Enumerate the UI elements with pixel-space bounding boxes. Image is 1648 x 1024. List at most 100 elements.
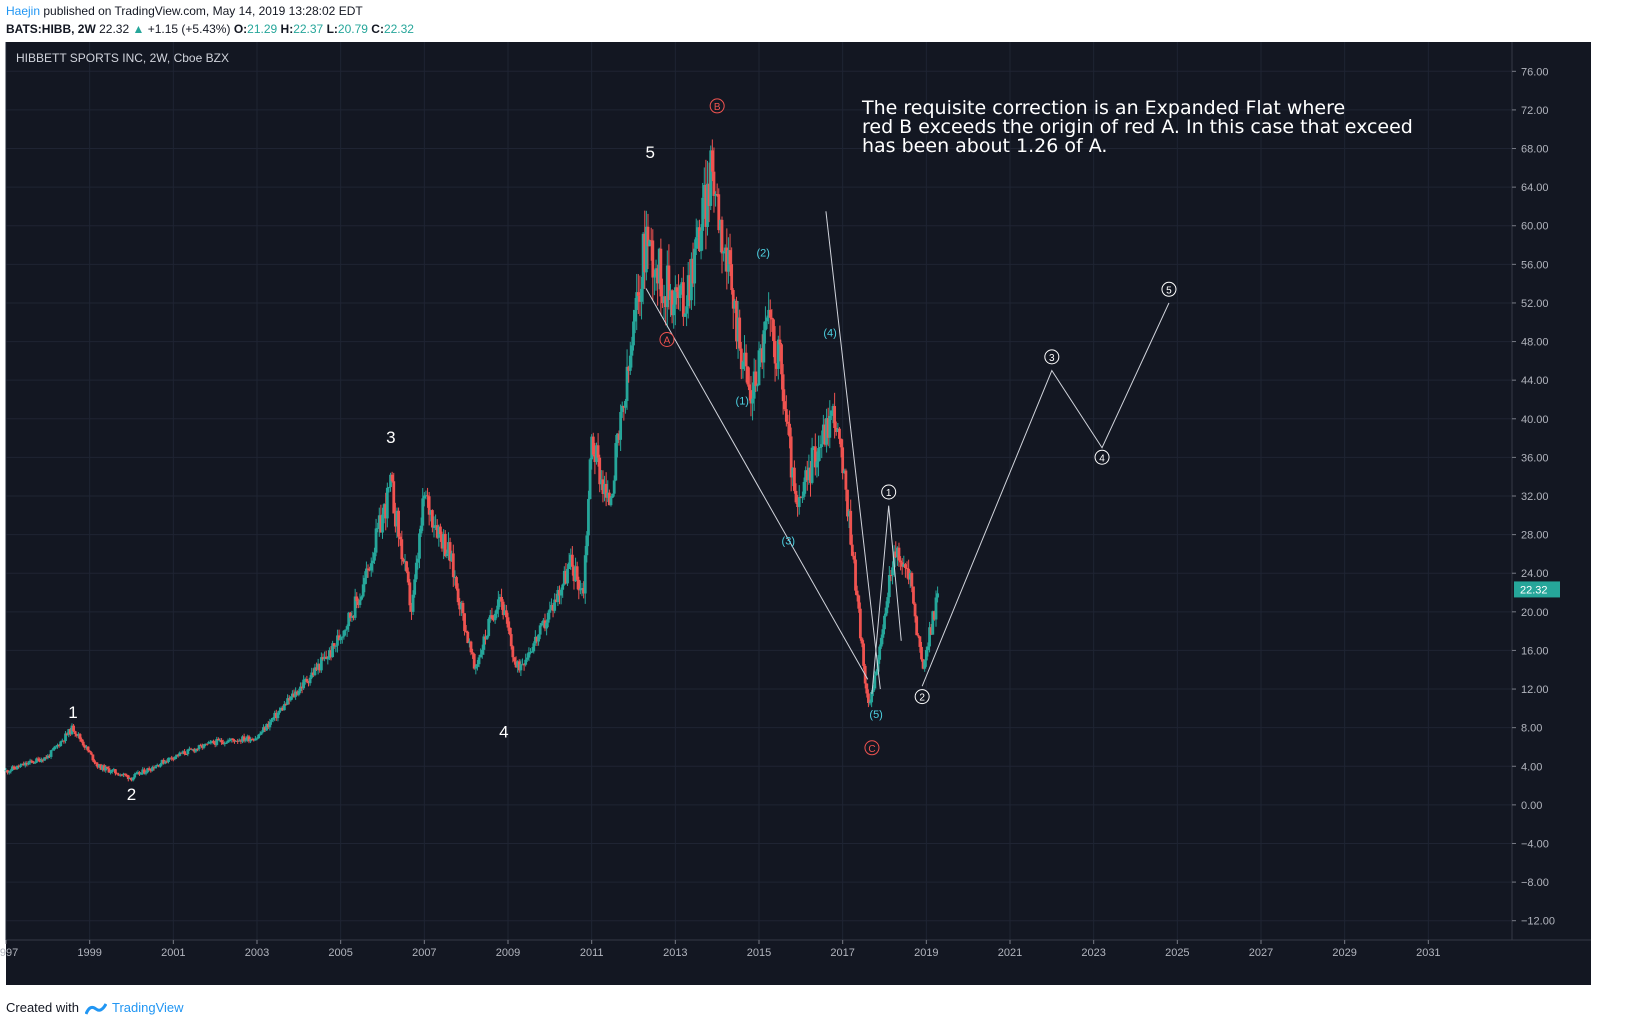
candle-body [764, 321, 767, 331]
candle-body [910, 572, 914, 587]
candle-body [812, 446, 816, 448]
candle-body [39, 759, 43, 762]
candle-body [635, 292, 639, 311]
candle-body [67, 729, 71, 735]
candle-body [414, 562, 418, 580]
tradingview-link[interactable]: TradingView [112, 1000, 184, 1015]
wave-label-circle [1044, 349, 1060, 365]
candle-body [617, 433, 621, 440]
y-tick-label: 4.00 [1521, 761, 1542, 773]
wave-projection-line[interactable] [825, 211, 881, 690]
candle-body [459, 602, 463, 610]
candle-body [208, 741, 212, 743]
candle-body [419, 525, 423, 534]
candle-body [183, 751, 186, 754]
candle-body [241, 736, 244, 742]
candle-body [656, 268, 660, 284]
candle-body [912, 586, 915, 604]
price-axis[interactable] [1512, 42, 1591, 940]
wave-projection-line[interactable] [645, 288, 869, 680]
candle-body [142, 769, 146, 774]
candle-body [271, 717, 275, 720]
candle-body [138, 772, 141, 775]
candle-body [455, 577, 458, 589]
candle-body [445, 553, 449, 557]
candle-body [85, 746, 88, 748]
y-tick-label: 32.00 [1521, 491, 1549, 503]
candle-body [791, 467, 795, 478]
y-tick-label: 28.00 [1521, 530, 1549, 542]
candle-body [511, 646, 515, 658]
candle-body [429, 510, 433, 515]
candle-body [213, 742, 217, 745]
wave-projection-line[interactable] [871, 505, 902, 694]
candle-body [834, 428, 838, 433]
candle-body [554, 599, 558, 602]
candle-body [712, 171, 716, 196]
candle-body [212, 741, 215, 743]
tradingview-logo-icon [84, 1002, 107, 1015]
candle-body [522, 664, 526, 666]
candle-body [775, 363, 779, 369]
candle-body [141, 769, 145, 773]
candle-body [702, 184, 706, 198]
candle-body [229, 738, 233, 740]
candle-body [25, 762, 29, 765]
candle-body [846, 489, 849, 517]
candle-body [541, 620, 545, 624]
candle-body [865, 683, 869, 694]
candle-body [41, 759, 45, 761]
wave-projection-line[interactable] [921, 302, 1170, 687]
candle-body [48, 755, 51, 757]
candle-body [722, 251, 726, 254]
candle-body [855, 590, 859, 596]
candle-body [736, 317, 740, 342]
candle-body [281, 707, 285, 711]
candle-body [767, 309, 771, 318]
candle-body [794, 490, 798, 503]
y-tick-label: 24.00 [1521, 568, 1549, 580]
candle-body [606, 492, 610, 498]
price-chart[interactable]: 1 2 3 4 5 A B C (1) (2) (3) (4) (5) 1 2 3 4 5 76.00 72.00 6… [0, 42, 1648, 990]
candle-body [395, 510, 399, 527]
candle-body [891, 567, 894, 576]
candle-body [123, 773, 127, 775]
candle-body [559, 589, 563, 596]
wave-label: 5 [645, 143, 654, 162]
candle-body [651, 240, 655, 278]
footer: Created with TradingView [6, 1000, 184, 1016]
candle-body [451, 553, 455, 578]
candle-body [809, 467, 812, 483]
low-label: L: [326, 22, 338, 36]
candle-body [430, 510, 434, 528]
x-tick-label: 1999 [77, 947, 101, 959]
candle-body [681, 282, 685, 317]
candle-body [466, 631, 470, 644]
candle-body [263, 727, 267, 731]
plot-area[interactable] [6, 42, 1591, 985]
candle-body [194, 748, 198, 752]
candle-body [788, 423, 791, 437]
candle-body [382, 504, 386, 515]
candle-body [273, 712, 277, 718]
candle-body [12, 766, 16, 769]
candle-body [751, 398, 754, 404]
candle-body [315, 667, 318, 670]
author-link[interactable]: Haejin [6, 4, 41, 18]
candle-body [739, 348, 743, 370]
candle-body [262, 727, 265, 733]
candle-body [826, 417, 830, 438]
y-tick-label: 76.00 [1521, 66, 1549, 78]
candle-body [926, 646, 930, 651]
candle-body [625, 366, 629, 401]
candle-body [548, 609, 552, 613]
candle-body [920, 646, 923, 660]
candle-body [122, 773, 125, 775]
wave-label-circled: 2 [919, 693, 925, 704]
candle-body [628, 355, 632, 371]
candle-body [556, 589, 560, 602]
candle-body [580, 588, 584, 590]
candle-body [252, 739, 256, 741]
candle-body [17, 765, 21, 767]
candle-body [614, 443, 618, 481]
